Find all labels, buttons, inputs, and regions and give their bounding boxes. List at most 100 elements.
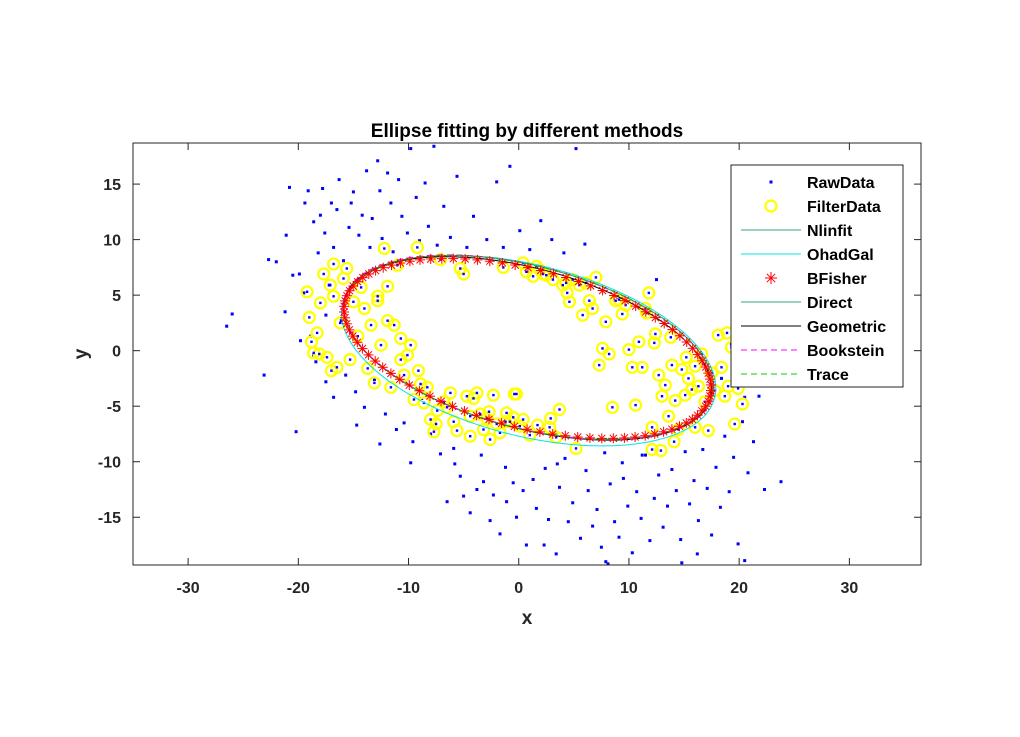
raw-data-point bbox=[558, 408, 561, 411]
raw-data-point bbox=[479, 453, 483, 457]
raw-data-point bbox=[386, 285, 389, 288]
raw-data-point bbox=[318, 352, 321, 356]
raw-data-point bbox=[566, 520, 570, 524]
raw-data-point bbox=[725, 331, 729, 335]
raw-data-point bbox=[693, 426, 697, 429]
raw-data-point bbox=[418, 239, 421, 243]
filter-data-circle bbox=[313, 296, 327, 310]
raw-data-point bbox=[644, 453, 647, 457]
x-tick-label: -30 bbox=[177, 580, 200, 597]
filter-data-circle bbox=[569, 441, 583, 455]
raw-data-point bbox=[409, 343, 412, 347]
raw-data-point bbox=[495, 422, 498, 426]
raw-data-point bbox=[469, 415, 472, 418]
bfisher-marker bbox=[357, 343, 368, 354]
raw-data-point bbox=[680, 561, 684, 565]
raw-data-point bbox=[362, 405, 366, 409]
legend-item-rawdata: RawData bbox=[769, 175, 875, 192]
filter-data-circle bbox=[397, 368, 411, 382]
filter-data-circle bbox=[645, 442, 659, 457]
filter-data-circle bbox=[728, 417, 742, 431]
raw-data-point bbox=[429, 418, 432, 421]
raw-data-point bbox=[475, 488, 479, 491]
raw-data-point bbox=[531, 275, 535, 278]
raw-data-point bbox=[547, 518, 550, 521]
raw-data-point bbox=[705, 486, 709, 490]
raw-data-point bbox=[513, 392, 516, 396]
bfisher-marker bbox=[705, 385, 716, 396]
filter-data-circle bbox=[450, 424, 464, 438]
raw-data-point bbox=[505, 411, 508, 415]
raw-data-point bbox=[650, 426, 654, 429]
raw-data-point bbox=[324, 380, 328, 384]
bfisher-marker bbox=[414, 385, 425, 396]
raw-data-point bbox=[528, 248, 532, 252]
raw-data-point bbox=[429, 432, 433, 436]
bfisher-marker bbox=[510, 260, 521, 270]
raw-data-point bbox=[416, 246, 419, 249]
bfisher-marker bbox=[534, 426, 545, 437]
legend-item-bookstein: Bookstein bbox=[741, 343, 884, 360]
legend-label: OhadGal bbox=[807, 247, 874, 264]
raw-data-point bbox=[637, 340, 641, 343]
raw-data-point bbox=[386, 319, 389, 322]
raw-data-point bbox=[409, 147, 413, 151]
raw-data-point bbox=[323, 231, 327, 235]
raw-data-point bbox=[683, 450, 687, 454]
raw-data-point bbox=[495, 180, 499, 184]
filter-data-circle bbox=[470, 386, 484, 400]
filter-data-circle bbox=[410, 240, 424, 254]
bfisher-marker bbox=[370, 356, 381, 367]
filter-data-circle bbox=[648, 327, 663, 341]
bfisher-marker bbox=[471, 410, 482, 421]
raw-data-point bbox=[542, 543, 546, 547]
raw-data-point bbox=[482, 428, 485, 431]
raw-data-point bbox=[342, 277, 345, 280]
bfisher-marker bbox=[352, 276, 363, 287]
raw-data-point bbox=[344, 373, 348, 377]
bfisher-marker bbox=[659, 318, 670, 329]
raw-data-point bbox=[684, 393, 687, 397]
raw-data-point bbox=[583, 242, 587, 246]
raw-data-point bbox=[406, 353, 409, 357]
legend-item-geometric: Geometric bbox=[741, 319, 886, 336]
x-tick-label: 0 bbox=[514, 580, 523, 597]
y-tick-label: 5 bbox=[112, 288, 121, 305]
legend: RawData FilterData Nlinfit OhadGal BFisher Di… bbox=[730, 164, 904, 388]
raw-data-point bbox=[620, 461, 624, 465]
raw-data-point bbox=[318, 213, 322, 217]
raw-data-point bbox=[498, 431, 502, 434]
raw-data-point bbox=[319, 301, 322, 305]
filter-data-circle bbox=[701, 424, 715, 438]
raw-data-point bbox=[635, 490, 639, 494]
raw-data-point bbox=[370, 217, 374, 220]
raw-data-point bbox=[504, 465, 507, 469]
bfisher-marker bbox=[687, 343, 698, 354]
raw-data-point bbox=[639, 516, 643, 520]
raw-data-point bbox=[595, 508, 599, 511]
x-tick-label: 20 bbox=[730, 580, 748, 597]
raw-data-point bbox=[534, 506, 538, 510]
raw-data-point bbox=[485, 238, 489, 242]
raw-data-point bbox=[661, 525, 665, 529]
filter-data-circle bbox=[483, 432, 497, 447]
bfisher-marker bbox=[348, 281, 359, 292]
raw-data-point bbox=[419, 382, 422, 386]
filter-data-circle bbox=[387, 318, 401, 332]
filter-data-circle bbox=[463, 429, 477, 443]
raw-data-point bbox=[465, 395, 469, 398]
filter-data-circle bbox=[346, 295, 360, 309]
bfisher-marker bbox=[340, 312, 350, 323]
raw-data-point bbox=[335, 208, 339, 212]
raw-data-point bbox=[539, 219, 543, 223]
raw-data-point bbox=[574, 147, 578, 151]
filter-data-circle bbox=[714, 360, 729, 374]
bfisher-marker bbox=[436, 396, 446, 407]
raw-data-point bbox=[314, 360, 318, 364]
raw-data-point bbox=[325, 356, 329, 359]
raw-data-point bbox=[630, 551, 634, 555]
raw-data-point bbox=[412, 398, 416, 401]
raw-data-point bbox=[479, 412, 482, 416]
raw-data-point bbox=[435, 243, 439, 247]
y-tick-label: -5 bbox=[107, 399, 121, 416]
